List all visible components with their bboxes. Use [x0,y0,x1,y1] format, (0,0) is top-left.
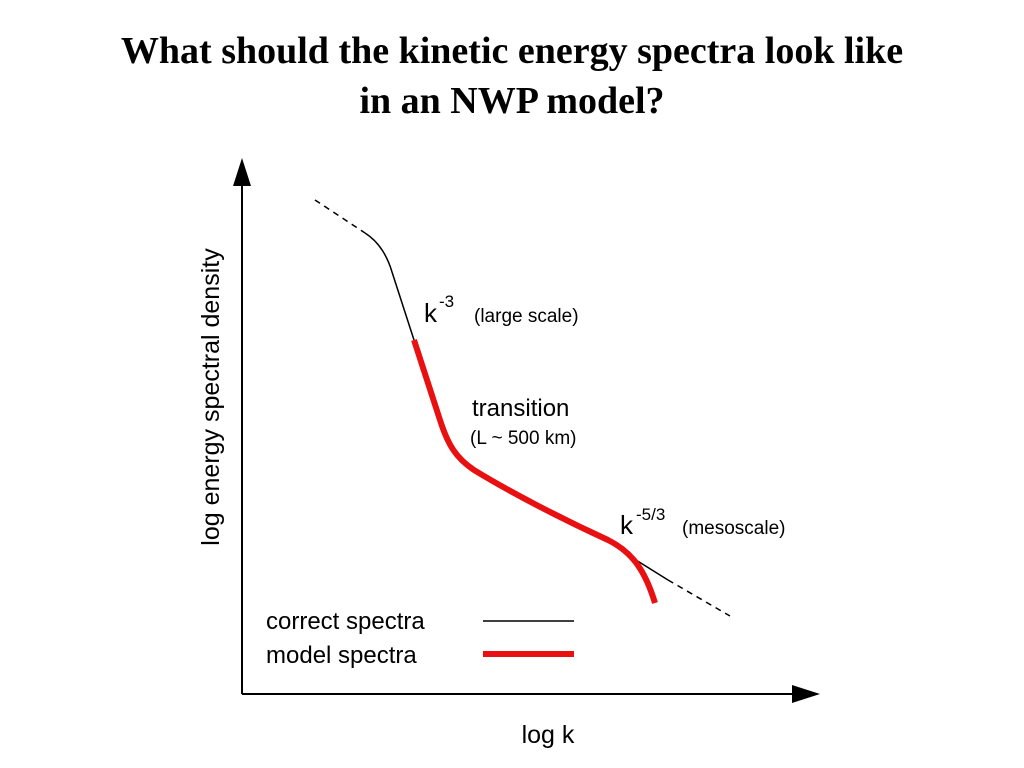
legend: correct spectra model spectra [266,608,574,669]
slide-title-line-1: What should the kinetic energy spectra l… [120,30,904,72]
large-scale-label: (large scale) [474,306,579,327]
y-axis-label: log energy spectral density [197,248,225,546]
mesoscale-k: k [620,510,634,540]
correct-spectra-curve [364,232,415,341]
correct-spectra-dashed-end [667,579,731,617]
slide-title-line-2: in an NWP model? [359,80,665,122]
large-scale-k: k [424,298,438,328]
transition-label: transition [472,395,569,422]
x-axis-label: log k [522,721,575,749]
transition-scale-label: (L ~ 500 km) [470,428,576,449]
model-spectra-curve [411,339,658,604]
mesoscale-exponent: -5/3 [636,505,665,524]
y-axis-arrowhead [233,158,251,186]
slide-title: What should the kinetic energy spectra l… [0,26,1024,126]
large-scale-exponent: -3 [439,292,454,311]
legend-model-label: model spectra [266,642,417,669]
mesoscale-label: (mesoscale) [682,518,785,539]
legend-correct-label: correct spectra [266,608,425,635]
x-axis-arrowhead [792,685,820,703]
correct-spectra-dashed-start [314,199,366,234]
